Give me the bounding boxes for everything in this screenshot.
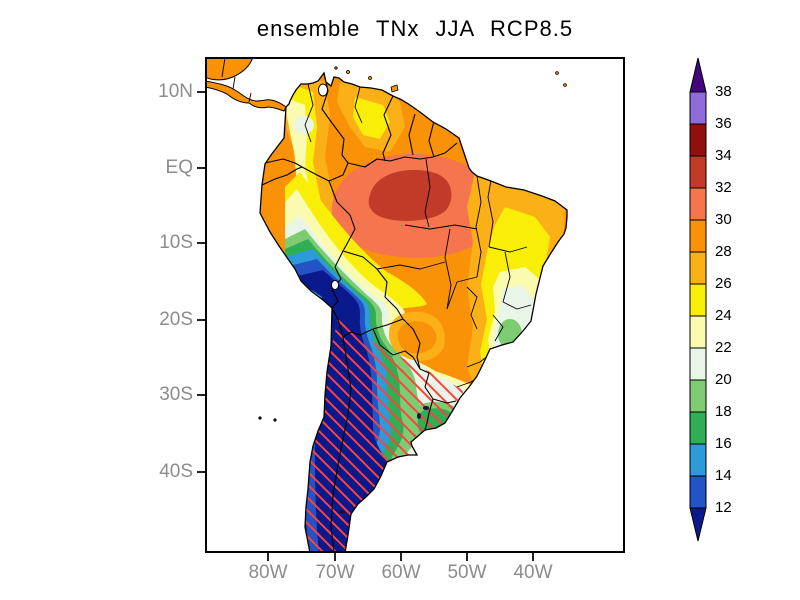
colorbar-tick-24: 24: [715, 308, 732, 324]
colorbar-tick-32: 32: [715, 180, 732, 196]
lat-tick-label-20S: 20S: [135, 310, 193, 330]
colorbar-segment-34-36: [690, 124, 706, 156]
colorbar-tick-36: 36: [715, 116, 732, 132]
lat-tick-label-10S: 10S: [135, 233, 193, 253]
south-america-map: [207, 59, 623, 551]
lake-titicaca: [332, 281, 339, 290]
colorbar-tick-22: 22: [715, 340, 732, 356]
colorbar-below-range-arrow: [690, 508, 706, 541]
lat-tick-label-40S: 40S: [135, 462, 193, 482]
colorbar-tick-26: 26: [715, 276, 732, 292]
lat-tick-label-30S: 30S: [135, 385, 193, 405]
south-america-land: [245, 62, 567, 551]
honduras-nicaragua: [207, 59, 253, 80]
lon-tick-mark: [400, 553, 402, 561]
colorbar-tick-30: 30: [715, 212, 732, 228]
colorbar-segment-28-30: [690, 220, 706, 252]
colorbar-segment-32-34: [690, 156, 706, 188]
lat-tick-mark: [197, 319, 205, 321]
colorbar-tick-18: 18: [715, 404, 732, 420]
curacao-island: [347, 71, 350, 74]
colorbar-legend: 38 36 34 32 30 28 26 24 22 20 18 16 14 12: [686, 57, 766, 557]
lagoon-dos-patos: [423, 406, 429, 410]
colorbar-tick-38: 38: [715, 84, 732, 100]
colorbar-segment-14-16: [690, 444, 706, 476]
figure-canvas: ensemble TNx JJA RCP8.5: [0, 0, 800, 600]
colorbar-segment-24-26: [690, 284, 706, 316]
colorbar-segment-18-20: [690, 380, 706, 412]
band-14-16-coast-strip: [308, 289, 322, 352]
map-plot-area: [205, 57, 625, 553]
colorbar-tick-28: 28: [715, 244, 732, 260]
lat-tick-mark: [197, 394, 205, 396]
colorbar-tick-14: 14: [715, 468, 732, 484]
lagoon-mirim: [417, 413, 421, 419]
colorbar-segment-22-24: [690, 316, 706, 348]
lon-tick-label-70W: 70W: [303, 563, 367, 583]
barbados-island: [564, 84, 567, 87]
juan-fernandez-island-2: [274, 419, 276, 421]
colorbar-segment-26-28: [690, 252, 706, 284]
colorbar-segment-16-18: [690, 412, 706, 444]
lon-tick-label-40W: 40W: [501, 563, 565, 583]
colorbar-tick-16: 16: [715, 436, 732, 452]
colorbar-above-range-arrow: [690, 58, 706, 92]
colorbar-tick-34: 34: [715, 148, 732, 164]
colorbar-segment-36-38: [690, 92, 706, 124]
band-20-22-colombia-spot: [294, 116, 314, 134]
lon-tick-label-80W: 80W: [236, 563, 300, 583]
juan-fernandez-island: [259, 417, 261, 419]
lat-tick-mark: [197, 242, 205, 244]
band-18-20-small-spot: [487, 362, 493, 374]
plot-title: ensemble TNx JJA RCP8.5: [205, 16, 625, 42]
trinidad-island: [391, 85, 398, 92]
lon-tick-label-50W: 50W: [435, 563, 499, 583]
costa-rica-panama-isthmus: [207, 81, 286, 111]
colorbar-bar: [686, 57, 712, 543]
lon-tick-label-60W: 60W: [369, 563, 433, 583]
lon-tick-mark: [267, 553, 269, 561]
colorbar-tick-20: 20: [715, 372, 732, 388]
lat-tick-mark: [197, 471, 205, 473]
patagonia-lake: [339, 510, 345, 514]
lat-tick-mark: [197, 91, 205, 93]
lon-tick-mark: [334, 553, 336, 561]
lat-tick-label-10N: 10N: [135, 82, 193, 102]
tobago-island: [556, 72, 559, 75]
colorbar-segment-30-32: [690, 188, 706, 220]
lat-tick-mark: [197, 167, 205, 169]
lon-tick-mark: [466, 553, 468, 561]
lon-tick-mark: [532, 553, 534, 561]
lake-maracaibo: [319, 84, 328, 96]
central-america-land: [207, 59, 286, 111]
colorbar-segment-20-22: [690, 348, 706, 380]
margarita-island: [369, 77, 372, 80]
colorbar-tick-12: 12: [715, 500, 732, 516]
lat-tick-label-EQ: EQ: [135, 158, 193, 178]
aruba-island: [335, 67, 337, 69]
colorbar-segment-12-14: [690, 476, 706, 508]
